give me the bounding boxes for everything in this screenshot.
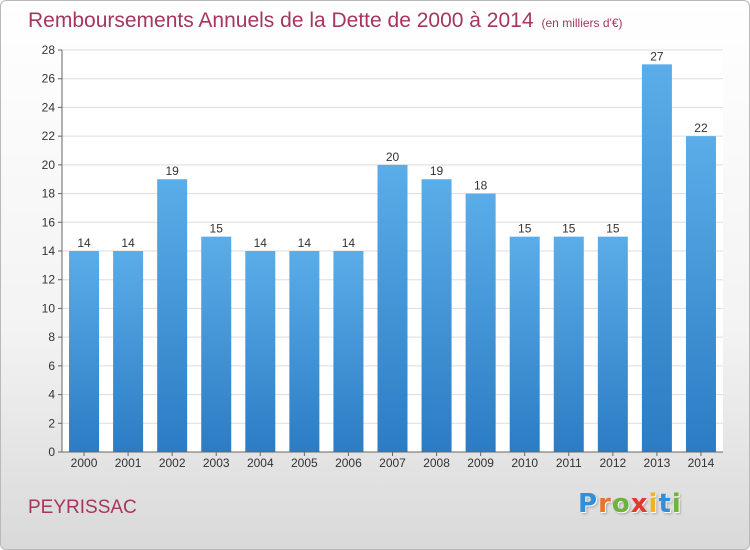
x-tick-label: 2012 [599,456,626,470]
y-tick-label: 0 [48,445,55,459]
y-tick-label: 2 [48,416,55,430]
y-tick-label: 14 [42,244,56,258]
bar [597,236,628,452]
x-tick-label: 2001 [115,456,142,470]
bar [421,179,452,452]
y-tick-label: 6 [48,359,55,373]
logo-letter: P [578,489,599,519]
bar-value-label: 14 [77,236,91,250]
bar-value-label: 18 [474,179,488,193]
logo-letter: t [658,489,672,519]
x-tick-label: 2006 [335,456,362,470]
x-tick-label: 2009 [467,456,494,470]
bar [201,236,232,452]
bar [377,164,408,452]
y-tick-label: 26 [42,72,56,86]
bar [245,251,276,452]
logo-letter: o [611,489,631,519]
bar [113,251,144,452]
logo-letter: x [630,489,649,519]
x-tick-label: 2008 [423,456,450,470]
bar-value-label: 19 [430,164,444,178]
bar [553,236,584,452]
bar-value-label: 14 [342,236,356,250]
proxiti-logo: Proxiti [578,489,682,519]
bar [509,236,540,452]
x-tick-label: 2005 [291,456,318,470]
y-tick-label: 12 [42,273,56,287]
bar [289,251,320,452]
bar [157,179,188,452]
y-tick-label: 22 [42,129,56,143]
bar-value-label: 20 [386,150,400,164]
x-tick-label: 2007 [379,456,406,470]
bar-value-label: 14 [254,236,268,250]
y-tick-label: 20 [42,158,56,172]
y-tick-label: 8 [48,330,55,344]
x-tick-label: 2004 [247,456,274,470]
bar [685,136,716,452]
x-tick-label: 2014 [688,456,715,470]
bar [69,251,100,452]
logo-letter: i [671,489,682,519]
x-tick-label: 2011 [556,456,582,470]
bar-value-label: 15 [562,222,576,236]
bar-value-label: 22 [694,121,708,135]
x-tick-label: 2002 [159,456,186,470]
bar-value-label: 19 [165,164,179,178]
bar [333,251,364,452]
title-text: Remboursements Annuels de la Dette de 20… [28,9,534,32]
place-name: PEYRISSAC [28,497,137,518]
logo-letter: i [648,489,659,519]
bar [465,193,496,453]
logo-letter: r [598,489,612,519]
x-tick-label: 2013 [644,456,671,470]
y-tick-label: 28 [42,43,56,57]
y-tick-label: 18 [42,187,56,201]
bar-value-label: 14 [298,236,312,250]
y-tick-label: 16 [42,215,56,229]
x-tick-label: 2003 [203,456,230,470]
title-unit: (en milliers d'€) [541,16,623,30]
bar [641,64,672,452]
chart-title: Remboursements Annuels de la Dette de 20… [28,9,623,33]
y-tick-label: 4 [48,388,55,402]
x-tick-label: 2000 [71,456,98,470]
x-tick-label: 2010 [511,456,538,470]
y-tick-label: 24 [42,100,56,114]
bar-value-label: 15 [210,222,224,236]
y-tick-label: 10 [42,301,56,315]
bar-value-label: 27 [650,49,664,63]
bar-value-label: 14 [121,236,135,250]
bar-value-label: 15 [518,222,532,236]
bar-value-label: 15 [606,222,620,236]
